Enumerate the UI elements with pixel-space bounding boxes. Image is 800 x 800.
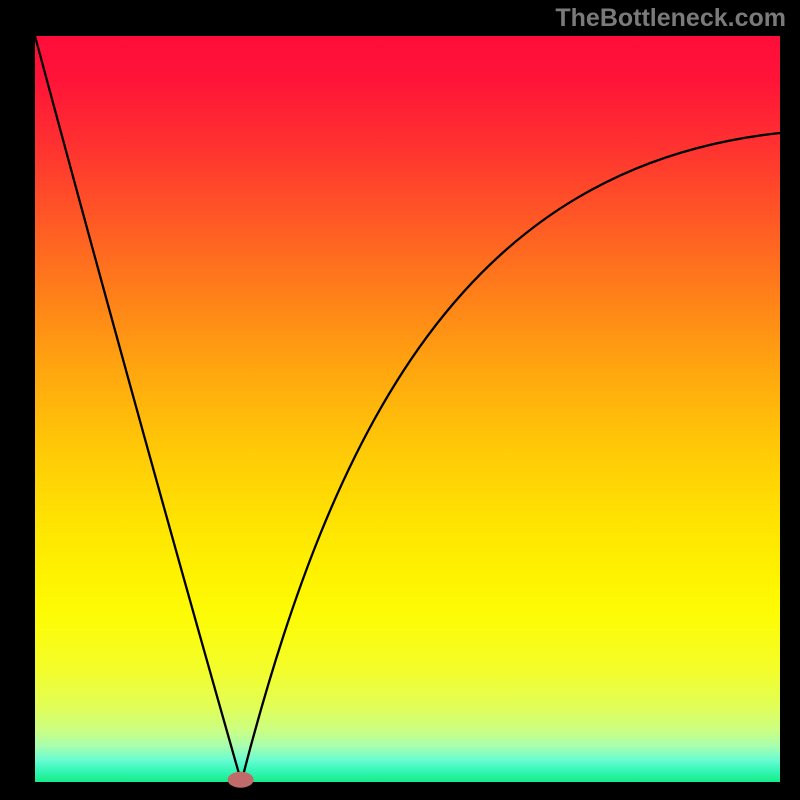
bottleneck-chart (0, 0, 800, 800)
watermark-label: TheBottleneck.com (555, 4, 786, 33)
valley-marker (228, 772, 254, 788)
chart-container: TheBottleneck.com (0, 0, 800, 800)
plot-background (35, 36, 780, 782)
